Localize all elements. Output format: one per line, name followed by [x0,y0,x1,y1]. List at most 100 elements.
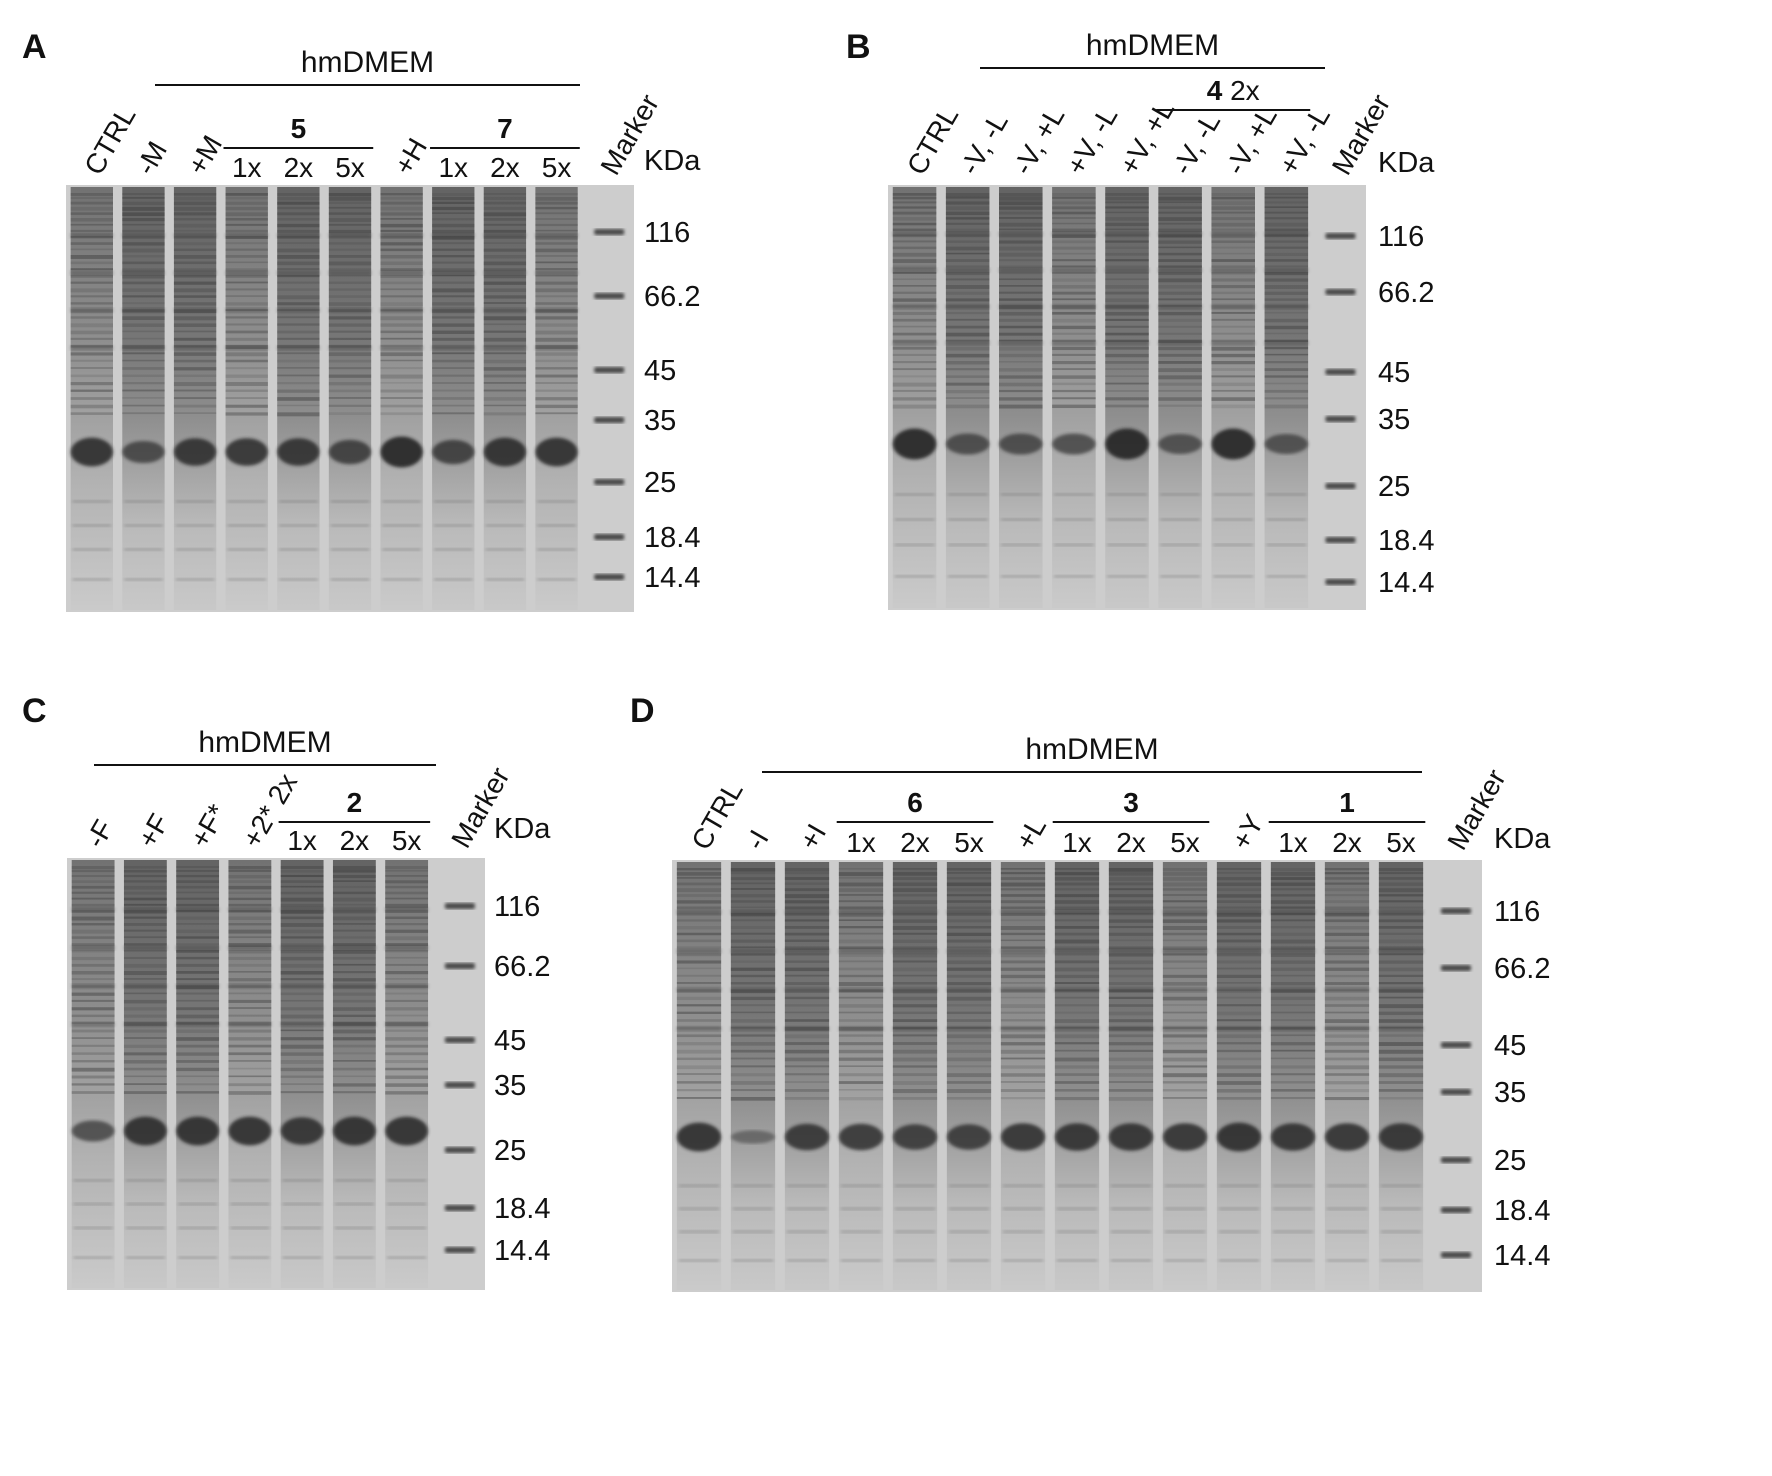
gel-lane [228,860,272,1288]
marker-weight-label: 45 [1494,1030,1526,1062]
gel-lane [123,860,167,1288]
gel-lane [1000,862,1046,1290]
group-label: 3 [1123,787,1139,818]
protein-band [945,433,990,455]
marker-weight-label: 45 [1378,357,1410,389]
lane-label: +F [132,809,176,853]
protein-band [173,438,217,466]
marker-weight-label: 66.2 [1494,953,1550,985]
protein-band [228,1116,272,1146]
marker-band [1441,965,1471,971]
lane-label: 1x [1278,827,1308,858]
marker-band [594,574,625,580]
lane-label: +Y [1225,809,1270,855]
marker-weight-label: 116 [1378,221,1424,253]
lane-label: +F* [184,799,233,853]
kda-unit-label: KDa [494,813,551,845]
gel-lane [332,860,376,1288]
kda-unit-label: KDa [644,145,701,177]
protein-band [280,1117,324,1145]
group-label: 4 2x [1207,75,1260,106]
protein-band [1162,1123,1208,1151]
lane-label: +H [388,133,433,180]
gel-lane [1162,862,1208,1290]
marker-band [1441,1157,1471,1163]
marker-band [1325,289,1356,295]
gel-lane [730,862,776,1290]
group-label: 2 [347,787,363,818]
marker-band [594,479,625,485]
gel-lane [380,187,423,610]
panel-d: D 116 66.2 45 35 25 18.4 14.4 KDa hmDMEM 6 3 1 CTRL-I… [630,692,1551,1292]
marker-band [594,229,625,235]
marker-weight-label: 66.2 [1378,277,1434,309]
lane-label: 5x [335,152,365,183]
protein-band [432,439,475,465]
gel-lane [70,187,113,610]
panel-label: C [22,692,47,730]
lane-label: CTRL [901,101,964,180]
group-label: 7 [497,113,513,144]
lane-label: 1x [438,152,468,183]
group-label: 1 [1339,787,1355,818]
lane-label: 1x [232,152,262,183]
protein-band [838,1123,884,1151]
protein-band [1378,1123,1424,1151]
lane-label: 1x [846,827,876,858]
gel-lane [892,862,938,1290]
marker-band [1325,579,1356,585]
lane-label: -V, +L [1007,101,1070,180]
gel-lane [1264,187,1309,608]
protein-band [483,437,527,467]
lane-label: 2x [900,827,930,858]
gel-lane [945,187,990,608]
protein-band [892,1124,938,1150]
lane-label: 5x [392,825,422,856]
marker-band [594,417,625,423]
protein-band [123,1116,167,1146]
marker-band [444,1082,475,1088]
lane-label: CTRL [685,776,748,855]
gel-lane [1211,187,1255,608]
lane-label: -I [739,825,774,855]
panel-label: B [846,28,871,66]
protein-band [999,433,1043,455]
medium-label: hmDMEM [1025,733,1158,766]
marker-band [1325,483,1356,489]
gel-lane [1378,862,1424,1290]
protein-band [385,1116,429,1146]
marker-weight-label: 66.2 [644,281,700,313]
protein-band [277,438,320,466]
gel-lane [173,187,217,610]
panel-label: A [22,28,47,66]
lane-label: 2x [490,152,520,183]
lane-label: 2x [1332,827,1362,858]
marker-weight-label: 25 [1378,471,1410,503]
marker-weight-label: 25 [1494,1145,1526,1177]
protein-band [176,1116,220,1146]
gel-lane [122,187,165,610]
marker-band [1441,1207,1471,1213]
marker-band [444,903,475,909]
gel-lane [838,862,884,1290]
marker-weight-label: 14.4 [494,1235,550,1267]
medium-label: hmDMEM [301,46,434,79]
marker-weight-label: 14.4 [644,562,700,594]
lane-label: +L [1009,812,1052,855]
marker-weight-label: 116 [494,891,540,923]
gel-lane [1324,862,1370,1290]
gel-lane [892,187,937,608]
gel-lane [1105,187,1149,608]
lane-label: 1x [287,825,317,856]
gel-lane [277,187,320,610]
marker-band [444,1205,475,1211]
lane-label: +V, -L [1273,101,1336,180]
lane-label: 5x [1386,827,1416,858]
gel-lane [535,187,578,610]
marker-band [1441,908,1471,914]
protein-band [380,436,423,468]
marker-weight-label: 18.4 [1494,1195,1550,1227]
marker-weight-label: 14.4 [1378,567,1434,599]
